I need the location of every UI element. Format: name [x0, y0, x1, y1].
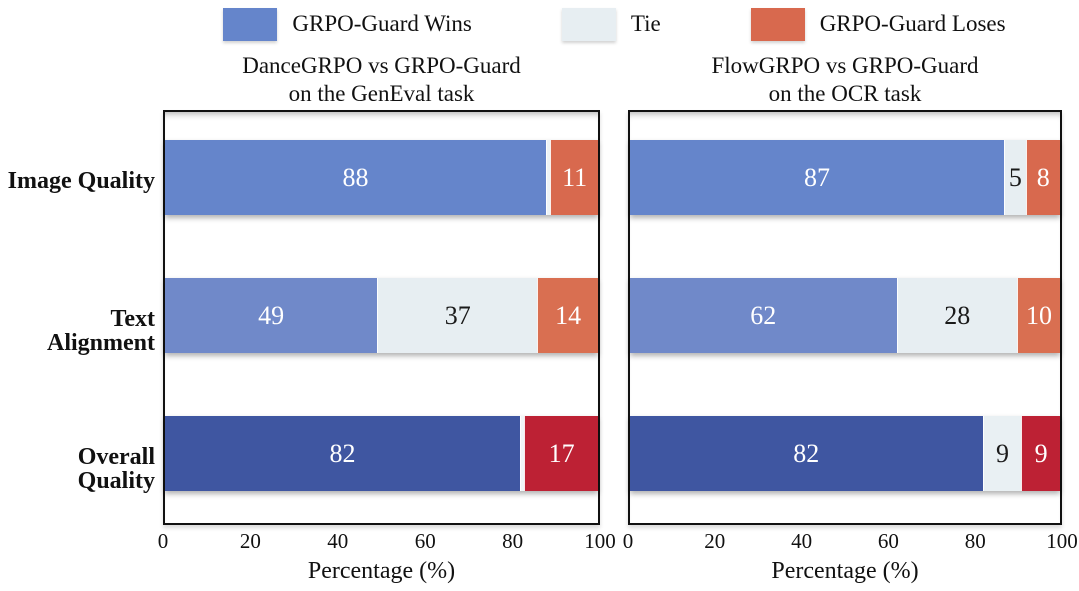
legend-swatch-tie — [561, 7, 616, 41]
right-bar-overall-quality: 82 9 9 — [630, 416, 1060, 491]
x-tick: 40 — [327, 529, 349, 553]
x-tick: 0 — [622, 529, 634, 553]
legend: GRPO-Guard Wins Tie GRPO-Guard Loses — [150, 6, 1079, 42]
bar-value-label: 88 — [342, 162, 369, 192]
x-tick: 100 — [584, 529, 616, 553]
bar-segment-tie — [520, 416, 525, 491]
x-tick: 80 — [964, 529, 986, 553]
x-tick: 40 — [791, 529, 813, 553]
bar-value-label: 8 — [1036, 162, 1050, 192]
left-panel-title-line2: on the GenEval task — [288, 81, 475, 106]
bar-segment-wins: 62 — [630, 278, 897, 353]
bar-value-label: 5 — [1008, 162, 1022, 192]
bar-segment-loses: 10 — [1016, 278, 1060, 353]
bar-value-label: 87 — [804, 162, 831, 192]
legend-item-wins: GRPO-Guard Wins — [223, 7, 472, 41]
left-bar-text-alignment: 49 37 14 — [165, 278, 598, 353]
bar-segment-wins: 87 — [630, 140, 1005, 215]
bar-segment-tie: 5 — [1004, 140, 1026, 215]
right-bar-image-quality: 87 5 8 — [630, 140, 1060, 215]
bar-value-label: 11 — [562, 162, 588, 192]
right-plot-panel: 87 5 8 62 28 10 82 9 9 — [628, 110, 1062, 525]
legend-swatch-loses — [750, 7, 805, 41]
bar-segment-loses: 11 — [550, 140, 598, 215]
x-tick: 20 — [239, 529, 261, 553]
x-tick: 80 — [502, 529, 524, 553]
bar-segment-tie: 37 — [377, 278, 538, 353]
bar-value-label: 14 — [555, 300, 582, 330]
category-label-overall-quality: Overall Quality — [77, 444, 155, 494]
bar-value-label: 9 — [995, 438, 1009, 468]
legend-label-loses: GRPO-Guard Loses — [819, 11, 1006, 36]
bar-value-label: 9 — [1034, 438, 1048, 468]
bar-value-label: 82 — [793, 438, 820, 468]
bar-value-label: 49 — [258, 300, 285, 330]
bar-segment-loses: 17 — [524, 416, 598, 491]
right-x-axis-ticks: 0 20 40 60 80 100 — [623, 529, 1078, 555]
bar-segment-tie: 28 — [896, 278, 1017, 353]
left-panel-title: DanceGRPO vs GRPO-Guard on the GenEval t… — [163, 52, 600, 108]
legend-item-tie: Tie — [561, 7, 661, 41]
bar-segment-wins: 82 — [630, 416, 983, 491]
bar-segment-tie — [546, 140, 551, 215]
bar-segment-loses: 9 — [1021, 416, 1060, 491]
right-x-axis-label: Percentage (%) — [771, 558, 919, 584]
left-plot-panel: 88 11 49 37 14 82 17 — [163, 110, 600, 525]
bar-value-label: 17 — [548, 438, 575, 468]
bar-segment-wins: 49 — [165, 278, 378, 353]
bar-value-label: 28 — [944, 300, 971, 330]
bar-value-label: 62 — [750, 300, 777, 330]
bar-segment-tie: 9 — [982, 416, 1022, 491]
right-panel-title-line2: on the OCR task — [768, 81, 922, 106]
category-label-text-alignment: Text Alignment — [47, 306, 155, 356]
x-tick: 0 — [157, 529, 169, 553]
legend-label-tie: Tie — [630, 11, 661, 36]
x-tick: 60 — [414, 529, 436, 553]
bar-value-label: 10 — [1025, 300, 1052, 330]
legend-item-loses: GRPO-Guard Loses — [750, 7, 1006, 41]
x-tick: 100 — [1046, 529, 1078, 553]
x-tick: 60 — [877, 529, 899, 553]
category-label-image-quality: Image Quality — [7, 168, 155, 194]
right-bar-text-alignment: 62 28 10 — [630, 278, 1060, 353]
left-x-axis-label: Percentage (%) — [307, 558, 456, 584]
bar-segment-loses: 8 — [1025, 140, 1060, 215]
right-panel-title-line1: FlowGRPO vs GRPO-Guard — [711, 53, 979, 78]
bar-segment-loses: 14 — [537, 278, 598, 353]
left-bar-overall-quality: 82 17 — [165, 416, 598, 491]
left-bar-image-quality: 88 11 — [165, 140, 598, 215]
x-tick: 20 — [704, 529, 726, 553]
legend-label-wins: GRPO-Guard Wins — [292, 11, 472, 36]
left-panel-title-line1: DanceGRPO vs GRPO-Guard — [242, 53, 521, 78]
bar-value-label: 82 — [329, 438, 356, 468]
right-panel-title: FlowGRPO vs GRPO-Guard on the OCR task — [628, 52, 1062, 108]
left-x-axis-ticks: 0 20 40 60 80 100 — [158, 529, 616, 555]
bar-value-label: 37 — [444, 300, 471, 330]
legend-swatch-wins — [223, 7, 278, 41]
bar-segment-wins: 88 — [165, 140, 547, 215]
bar-segment-wins: 82 — [165, 416, 521, 491]
